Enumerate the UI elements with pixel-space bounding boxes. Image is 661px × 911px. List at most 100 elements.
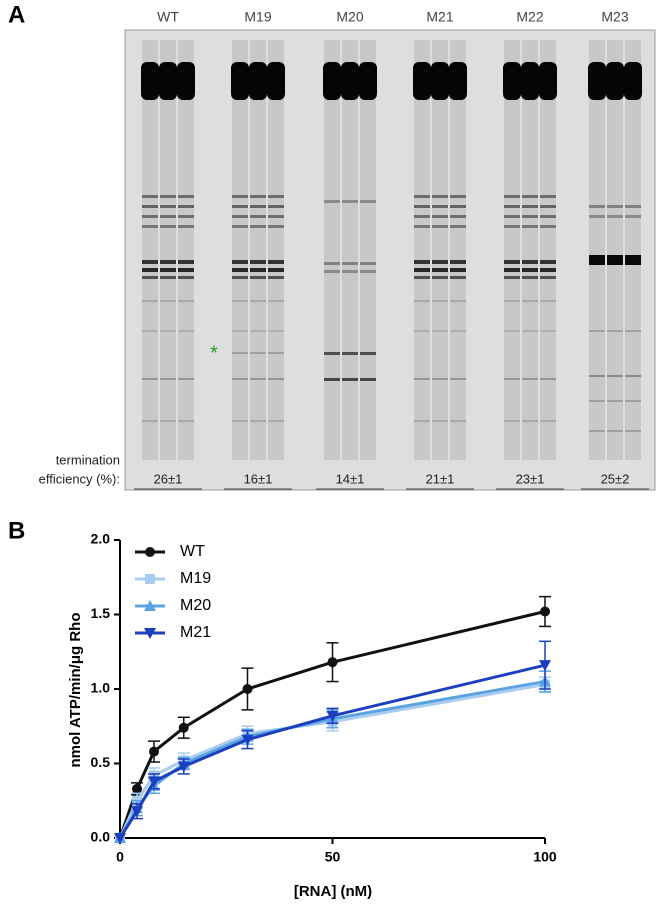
efficiency-value: 14±1 xyxy=(336,471,365,486)
gel-band xyxy=(142,330,158,332)
gel-band xyxy=(342,352,358,355)
gel-band xyxy=(324,262,340,265)
gel-band xyxy=(450,420,466,422)
gel-band xyxy=(232,260,248,264)
gel-band xyxy=(178,260,194,264)
gel-well-band xyxy=(431,62,449,100)
gel-band xyxy=(504,276,520,279)
y-tick-label: 1.0 xyxy=(91,680,111,696)
gel-band xyxy=(268,205,284,208)
gel-lane xyxy=(268,40,284,460)
marker xyxy=(178,722,189,733)
y-tick-label: 2.0 xyxy=(91,531,111,547)
gel-band xyxy=(142,205,158,208)
marker xyxy=(242,684,253,694)
gel-well-band xyxy=(606,62,624,100)
gel-lane xyxy=(625,40,641,460)
gel-band xyxy=(250,195,266,198)
gel-band xyxy=(232,225,248,228)
gel-band xyxy=(250,300,266,302)
legend-marker xyxy=(145,547,155,557)
x-tick-label: 0 xyxy=(116,849,124,865)
gel-well-band xyxy=(539,62,557,100)
efficiency-label: efficiency (%): xyxy=(39,471,120,486)
gel-band xyxy=(232,276,248,279)
gel-band xyxy=(540,276,556,279)
marker xyxy=(114,833,126,844)
gel-band xyxy=(625,215,641,218)
gel-band xyxy=(540,330,556,332)
gel-band xyxy=(142,225,158,228)
gel-band xyxy=(625,430,641,432)
gel-band xyxy=(268,352,284,354)
gel-band xyxy=(142,260,158,264)
gel-well-band xyxy=(323,62,341,100)
gel-band xyxy=(250,330,266,332)
marker xyxy=(177,761,190,773)
gel-band xyxy=(342,200,358,203)
gel-band xyxy=(178,378,194,380)
gel-well-band xyxy=(341,62,359,100)
gel-band xyxy=(540,225,556,228)
gel-band xyxy=(432,260,448,264)
gel-band xyxy=(504,215,520,218)
efficiency-label: termination xyxy=(56,452,120,467)
gel-band xyxy=(178,268,194,272)
gel-band xyxy=(250,276,266,279)
gel-lane xyxy=(450,40,466,460)
gel-band xyxy=(432,300,448,302)
gel-band xyxy=(540,260,556,264)
gel-well-band xyxy=(249,62,267,100)
gel-band xyxy=(522,195,538,198)
lane-label: M22 xyxy=(516,9,543,25)
gel-band xyxy=(360,352,376,355)
gel-band xyxy=(142,268,158,272)
gel-band xyxy=(540,268,556,272)
gel-band xyxy=(250,378,266,380)
gel-band xyxy=(432,205,448,208)
gel-band xyxy=(450,300,466,302)
lane-label: M20 xyxy=(336,9,363,25)
gel-band xyxy=(504,300,520,302)
gel-band xyxy=(450,205,466,208)
gel-band xyxy=(540,300,556,302)
gel-lane xyxy=(589,40,605,460)
gel-well-band xyxy=(359,62,377,100)
gel-lane xyxy=(540,40,556,460)
gel-well-band xyxy=(141,62,159,100)
efficiency-value: 25±2 xyxy=(601,471,630,486)
gel-lane xyxy=(232,40,248,460)
legend-label: M21 xyxy=(180,624,211,641)
gel-band xyxy=(342,378,358,381)
legend-label: WT xyxy=(180,543,205,560)
gel-band xyxy=(142,215,158,218)
gel-band xyxy=(360,262,376,265)
gel-band xyxy=(268,276,284,279)
gel-band xyxy=(268,225,284,228)
gel-band xyxy=(625,400,641,402)
gel-band xyxy=(522,215,538,218)
gel-well-band xyxy=(624,62,642,100)
gel-lane xyxy=(432,40,448,460)
gel-band xyxy=(142,300,158,302)
gel-band xyxy=(232,330,248,332)
gel-lane xyxy=(142,40,158,460)
gel-band xyxy=(589,255,605,265)
gel-band xyxy=(268,330,284,332)
gel-band xyxy=(414,300,430,302)
marker xyxy=(540,606,550,617)
gel-band xyxy=(232,195,248,198)
gel-band xyxy=(160,195,176,198)
gel-band xyxy=(450,276,466,279)
gel-band xyxy=(250,260,266,264)
gel-band xyxy=(450,260,466,264)
gel-band xyxy=(142,420,158,422)
gel-band xyxy=(607,375,623,377)
gel-band xyxy=(250,215,266,218)
gel-band xyxy=(432,330,448,332)
y-tick-label: 0.5 xyxy=(91,754,111,770)
gel-band xyxy=(504,205,520,208)
legend-marker xyxy=(145,574,155,584)
gel-well-band xyxy=(267,62,285,100)
gel-band xyxy=(432,195,448,198)
